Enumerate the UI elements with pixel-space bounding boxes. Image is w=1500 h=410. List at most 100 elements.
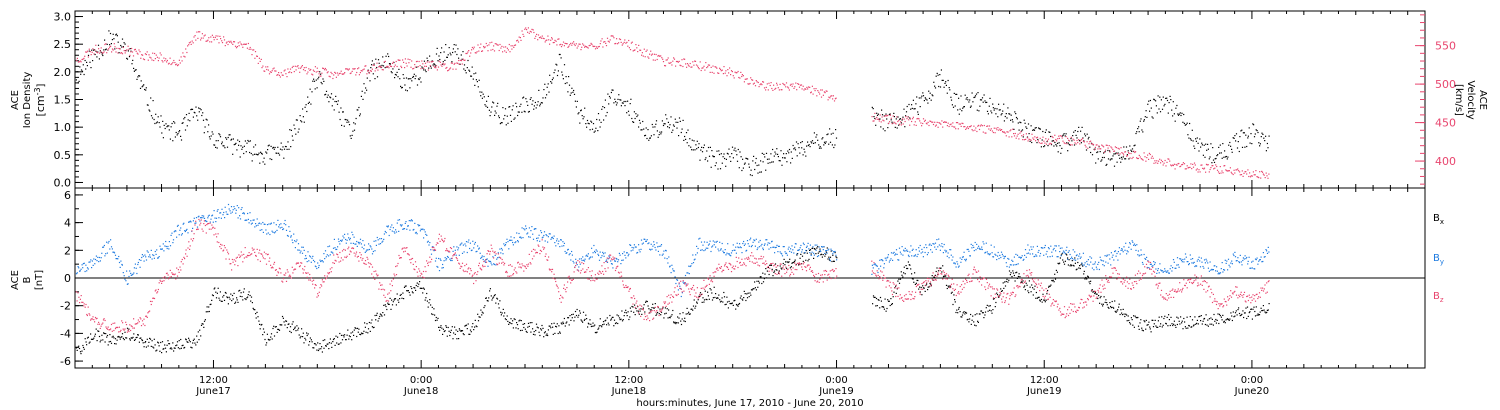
data-point	[814, 142, 816, 144]
data-point	[284, 145, 287, 148]
data-point	[1037, 296, 1039, 299]
data-point	[362, 240, 364, 242]
data-point	[209, 303, 211, 306]
data-point	[1106, 163, 1108, 165]
data-point	[467, 59, 469, 62]
data-point	[128, 328, 130, 330]
data-point	[632, 50, 634, 52]
data-point	[343, 73, 345, 75]
data-point	[691, 149, 693, 151]
data-point	[873, 296, 875, 298]
data-point	[619, 254, 621, 256]
data-point	[804, 151, 806, 153]
data-point	[183, 347, 185, 349]
data-point	[799, 84, 802, 86]
data-point	[358, 74, 360, 76]
data-point	[392, 227, 394, 229]
data-point	[348, 338, 350, 340]
data-point	[315, 71, 317, 73]
y-axis-label-right: ACEVelocity[km/s]	[1453, 80, 1488, 119]
data-point	[736, 304, 738, 306]
data-point	[1222, 143, 1224, 145]
data-point	[887, 127, 889, 129]
data-point	[720, 70, 722, 72]
data-point	[1226, 158, 1228, 160]
data-point	[1254, 315, 1257, 317]
data-point	[895, 285, 897, 287]
data-point	[204, 34, 206, 36]
data-point	[1079, 143, 1081, 145]
data-point	[246, 47, 248, 49]
data-point	[741, 169, 743, 172]
data-point	[1149, 328, 1151, 330]
data-point	[600, 121, 602, 123]
data-point	[155, 113, 157, 115]
data-point	[1192, 325, 1195, 327]
data-point	[1161, 161, 1164, 163]
data-point	[787, 150, 789, 152]
data-point	[1066, 254, 1068, 256]
data-point	[295, 119, 297, 121]
data-point	[84, 59, 86, 62]
data-point	[114, 338, 117, 340]
data-point	[733, 77, 735, 79]
data-point	[801, 255, 804, 257]
data-point	[739, 77, 741, 79]
data-point	[162, 137, 164, 139]
data-point	[517, 328, 519, 330]
data-point	[183, 118, 185, 120]
data-point	[576, 47, 578, 49]
data-point	[1141, 327, 1143, 329]
data-point	[664, 313, 666, 315]
data-point	[887, 300, 890, 302]
data-point	[981, 97, 984, 99]
data-point	[1181, 164, 1183, 166]
data-point	[293, 328, 295, 331]
data-point	[1101, 144, 1103, 146]
data-point	[1164, 315, 1166, 317]
data-point	[214, 36, 216, 39]
data-point	[889, 113, 891, 115]
data-point	[467, 241, 469, 243]
data-point	[558, 38, 560, 40]
data-point	[152, 52, 154, 54]
data-point	[991, 112, 993, 114]
data-point	[792, 262, 794, 264]
data-point	[396, 65, 398, 68]
data-point	[923, 120, 926, 122]
data-point	[627, 311, 629, 313]
data-point	[324, 69, 326, 71]
data-point	[165, 240, 167, 243]
data-point	[266, 224, 269, 226]
data-point	[418, 78, 420, 81]
data-point	[1252, 171, 1254, 173]
data-point	[927, 289, 929, 291]
data-point	[128, 275, 130, 278]
data-point	[458, 338, 460, 340]
data-point	[684, 274, 687, 277]
data-point	[267, 145, 269, 147]
data-point	[403, 228, 405, 230]
data-point	[462, 333, 464, 335]
data-point	[353, 329, 355, 331]
data-point	[654, 246, 656, 249]
data-point	[473, 247, 475, 249]
data-point	[1229, 141, 1231, 144]
data-point	[520, 236, 522, 238]
data-point	[754, 287, 756, 289]
data-point	[396, 71, 398, 73]
data-point	[135, 267, 137, 269]
data-point	[875, 118, 877, 120]
data-point	[585, 123, 587, 125]
data-point	[401, 86, 403, 89]
data-point	[825, 141, 827, 143]
data-point	[270, 333, 273, 335]
data-point	[800, 84, 803, 86]
data-point	[919, 291, 921, 293]
data-point	[259, 323, 261, 325]
data-point	[902, 276, 904, 278]
data-point	[887, 299, 889, 301]
data-point	[349, 239, 351, 241]
data-point	[99, 260, 101, 262]
data-point	[957, 312, 959, 314]
